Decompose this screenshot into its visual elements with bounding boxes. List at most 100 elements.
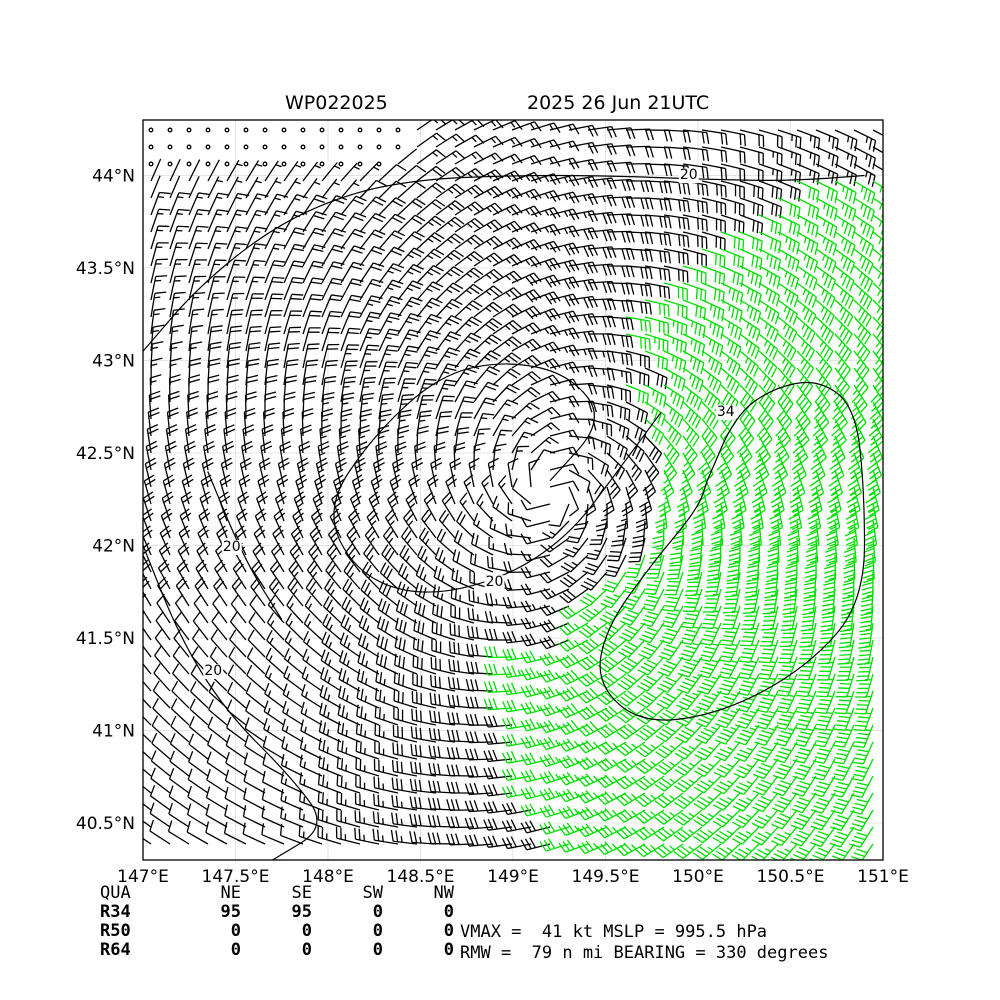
barb-flag-half (252, 264, 259, 266)
barb-flag-full (813, 410, 823, 420)
barb-flag-half (587, 437, 591, 445)
barb-flag-full (726, 377, 734, 389)
barb-flag-full (867, 173, 872, 185)
barb-flag-full (572, 412, 580, 424)
barb-flag-full (728, 552, 741, 557)
barb-flag-full (245, 395, 257, 401)
barb-flag-half (500, 482, 506, 489)
wind-barb (397, 329, 421, 352)
barb-flag-full (450, 331, 462, 337)
barb-flag-full (616, 527, 628, 533)
barb-flag-full (625, 371, 628, 384)
barb-flag-full (485, 385, 497, 391)
barb-flag-half (876, 307, 881, 314)
barb-flag-full (657, 356, 660, 368)
barb-flag-half (809, 152, 812, 159)
barb-flag-full (686, 253, 689, 266)
barb-flag-full (745, 438, 755, 448)
barb-staff (796, 384, 812, 405)
barb-flag-full (563, 296, 571, 307)
barb-flag-full (602, 247, 608, 259)
barb-flag-full (731, 289, 736, 301)
barb-flag-half (426, 288, 433, 292)
wind-barb (834, 248, 856, 274)
wind-barb (245, 276, 265, 301)
barb-flag-full (413, 263, 424, 270)
wind-barb (777, 214, 801, 237)
wind-barb (239, 457, 252, 488)
wind-barb (549, 157, 580, 170)
barb-flag-full (802, 382, 811, 393)
barb-staff (511, 417, 529, 437)
barb-flag-half (832, 440, 838, 446)
barb-flag-full (533, 171, 542, 182)
barb-flag-full (587, 245, 594, 257)
barb-flag-full (655, 453, 663, 464)
wind-barb (321, 211, 347, 233)
barb-flag-full (843, 222, 849, 235)
barb-flag-full (809, 332, 816, 344)
barb-flag-half (549, 140, 554, 147)
barb-flag-full (626, 428, 630, 441)
barb-flag-full (663, 396, 667, 408)
wind-barb (169, 275, 187, 301)
wind-barb (625, 265, 653, 280)
barb-flag-full (697, 342, 702, 354)
barb-flag-full (631, 445, 638, 457)
barb-flag-full (807, 204, 812, 216)
wind-barb (568, 210, 599, 223)
barb-flag-half (463, 371, 470, 376)
calm-circle (224, 144, 230, 150)
wind-barb (454, 201, 485, 216)
barb-flag-half (446, 255, 453, 261)
barb-flag-full (678, 217, 681, 229)
wind-barb (245, 259, 266, 284)
barb-flag-full (668, 182, 673, 194)
wind-barb (682, 129, 710, 144)
barb-flag-half (818, 375, 824, 382)
wind-barb (473, 366, 501, 386)
barb-flag-full (414, 214, 426, 222)
barb-flag-full (363, 381, 376, 384)
barb-staff (739, 316, 761, 331)
wind-barb (148, 127, 154, 133)
barb-flag-full (224, 428, 236, 435)
barb-staff (302, 394, 305, 420)
barb-flag-half (524, 420, 531, 425)
barb-flag-full (815, 226, 819, 238)
barb-flag-full (725, 456, 735, 466)
barb-flag-half (216, 196, 223, 199)
barb-flag-full (770, 366, 778, 378)
barb-flag-half (388, 537, 394, 544)
barb-flag-full (887, 157, 890, 168)
barb-flag-full (454, 216, 465, 225)
barb-flag-full (293, 260, 306, 264)
barb-staff (853, 401, 867, 424)
barb-flag-full (644, 180, 650, 193)
wind-barb (426, 474, 439, 505)
wind-barb (520, 499, 551, 511)
barb-flag-full (860, 348, 868, 359)
barb-flag-full (430, 251, 442, 259)
wind-barb (587, 401, 614, 418)
barb-flag-full (222, 461, 233, 469)
barb-flag-full (337, 445, 349, 452)
barb-staff (389, 481, 399, 505)
barb-flag-full (718, 290, 721, 302)
wind-barb (454, 316, 483, 335)
barb-flag-full (302, 412, 314, 418)
wind-barb (359, 262, 385, 284)
barb-flag-full (510, 172, 519, 183)
barb-flag-half (746, 305, 750, 312)
wind-barb (397, 164, 427, 182)
barb-flag-full (223, 445, 235, 452)
barb-staff (511, 386, 532, 403)
barb-flag-full (678, 359, 683, 371)
barb-flag-full (592, 365, 598, 377)
barb-flag-full (241, 440, 253, 447)
barb-flag-full (674, 413, 680, 425)
barb-flag-full (691, 414, 698, 426)
barb-flag-full (397, 429, 410, 435)
wind-barb (206, 390, 219, 420)
wind-barb (644, 231, 672, 246)
